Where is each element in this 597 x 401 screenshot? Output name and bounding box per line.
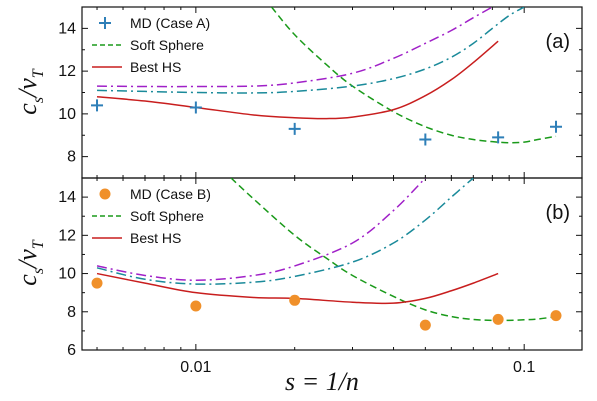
legend-marker — [99, 188, 111, 200]
soft-sphere-line — [270, 7, 557, 144]
legend-label: Soft Sphere — [130, 208, 204, 224]
y-tick-label: 10 — [58, 266, 76, 283]
md-point — [550, 120, 563, 133]
md-point — [289, 294, 301, 306]
y-tick-label: 14 — [58, 20, 76, 37]
md-point — [288, 122, 301, 135]
y-tick-label: 8 — [67, 149, 76, 166]
x-tick-label: 0.01 — [180, 359, 211, 376]
y-tick-label: 10 — [58, 106, 76, 123]
md-point — [190, 300, 202, 312]
md-point — [492, 313, 504, 325]
y-tick-label: 14 — [58, 189, 76, 206]
md-point — [550, 310, 562, 322]
panel-a-y-axis-label: cs/vT — [13, 68, 47, 115]
purple-dashdot-line — [97, 7, 493, 88]
legend-label: Soft Sphere — [130, 37, 204, 53]
panel-label: (b) — [546, 202, 570, 224]
panel-a: 8 10 12 14 MD (Case A) Soft Sphere Best HS (a) — [58, 6, 583, 179]
legend-label: MD (Case A) — [130, 15, 210, 31]
panel-b-y-axis-label: cs/vT — [13, 239, 47, 286]
y-tick-label: 12 — [58, 63, 76, 80]
md-point — [91, 99, 104, 112]
md-point — [419, 133, 432, 146]
x-axis-label: s = 1/n — [285, 367, 359, 396]
teal-dashdot-line — [96, 178, 474, 285]
md-point — [492, 131, 505, 144]
y-tick-label: 6 — [67, 342, 76, 359]
legend-label: Best HS — [130, 230, 181, 246]
legend-label: MD (Case B) — [130, 186, 211, 202]
x-tick-label: 0.1 — [513, 359, 535, 376]
y-tick-label: 8 — [67, 304, 76, 321]
y-tick-label: 12 — [58, 227, 76, 244]
plot-frame — [81, 177, 583, 351]
panel-b: 6 8 10 12 14 0.01 0.1 MD (Case B) Soft Sphere Bes… — [58, 177, 583, 376]
md-point — [419, 319, 431, 331]
md-point — [189, 101, 202, 114]
panel-label: (a) — [546, 31, 570, 53]
soft-sphere-line — [230, 178, 557, 322]
legend-label: Best HS — [130, 59, 181, 75]
plot-frame — [81, 6, 583, 179]
best-hs-line — [96, 272, 499, 305]
teal-dashdot-line — [97, 7, 525, 94]
legend-marker — [99, 17, 111, 29]
md-point — [91, 277, 103, 289]
